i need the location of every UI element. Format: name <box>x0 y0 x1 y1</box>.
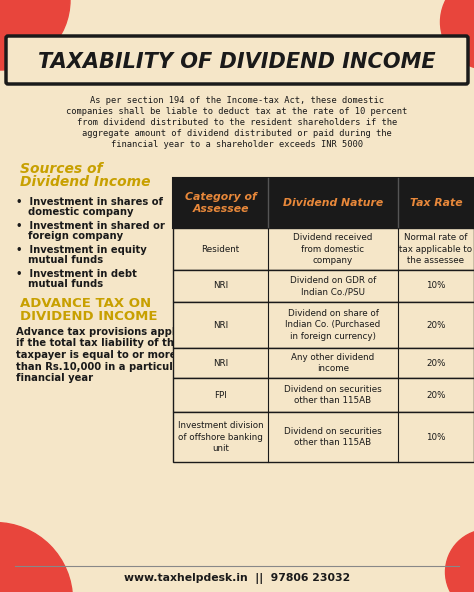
Text: •  Investment in shares of: • Investment in shares of <box>16 197 163 207</box>
Text: Resident: Resident <box>201 244 239 253</box>
Text: domestic company: domestic company <box>28 207 134 217</box>
Text: •  Investment in debt: • Investment in debt <box>16 269 137 279</box>
FancyBboxPatch shape <box>6 36 468 84</box>
Text: Dividend received
from domestic
company: Dividend received from domestic company <box>293 233 373 265</box>
Text: Sources of: Sources of <box>20 162 102 176</box>
Text: •  Investment in shared or: • Investment in shared or <box>16 221 165 231</box>
Text: Advance tax provisions apply: Advance tax provisions apply <box>16 327 182 337</box>
Text: TAXABILITY OF DIVIDEND INCOME: TAXABILITY OF DIVIDEND INCOME <box>38 52 436 72</box>
Text: NRI: NRI <box>213 320 228 330</box>
Text: taxpayer is equal to or more: taxpayer is equal to or more <box>16 350 176 360</box>
Text: than Rs.10,000 in a particular: than Rs.10,000 in a particular <box>16 362 184 372</box>
Text: Dividend on share of
Indian Co. (Purchased
in foreign currency): Dividend on share of Indian Co. (Purchas… <box>285 309 381 341</box>
Text: companies shall be liable to deduct tax at the rate of 10 percent: companies shall be liable to deduct tax … <box>66 107 408 116</box>
Text: Tax Rate: Tax Rate <box>410 198 462 208</box>
Text: www.taxhelpdesk.in  ||  97806 23032: www.taxhelpdesk.in || 97806 23032 <box>124 572 350 584</box>
FancyBboxPatch shape <box>173 228 474 270</box>
Text: ADVANCE TAX ON: ADVANCE TAX ON <box>20 297 151 310</box>
Text: aggregate amount of dividend distributed or paid during the: aggregate amount of dividend distributed… <box>82 129 392 138</box>
Text: from dividend distributed to the resident shareholders if the: from dividend distributed to the residen… <box>77 118 397 127</box>
Text: NRI: NRI <box>213 282 228 291</box>
Text: Dividend on GDR of
Indian Co./PSU: Dividend on GDR of Indian Co./PSU <box>290 276 376 296</box>
Text: Investment division
of offshore banking
unit: Investment division of offshore banking … <box>178 421 264 453</box>
FancyBboxPatch shape <box>173 412 474 462</box>
Text: 20%: 20% <box>426 359 446 368</box>
Text: Dividend Income: Dividend Income <box>20 175 151 189</box>
Text: FPI: FPI <box>214 391 227 400</box>
Text: foreign company: foreign company <box>28 231 123 241</box>
Text: 10%: 10% <box>426 433 446 442</box>
FancyBboxPatch shape <box>173 270 474 302</box>
FancyBboxPatch shape <box>173 378 474 412</box>
Text: Category of
Assessee: Category of Assessee <box>185 192 256 214</box>
Ellipse shape <box>0 0 70 70</box>
Text: As per section 194 of the Income-tax Act, these domestic: As per section 194 of the Income-tax Act… <box>90 96 384 105</box>
FancyBboxPatch shape <box>173 302 474 348</box>
Ellipse shape <box>446 529 474 592</box>
Text: mutual funds: mutual funds <box>28 255 103 265</box>
Text: Dividend on securities
other than 115AB: Dividend on securities other than 115AB <box>284 427 382 447</box>
Text: Normal rate of
tax applicable to
the assessee: Normal rate of tax applicable to the ass… <box>400 233 473 265</box>
Text: financial year to a shareholder exceeds INR 5000: financial year to a shareholder exceeds … <box>111 140 363 149</box>
Text: Dividend on securities
other than 115AB: Dividend on securities other than 115AB <box>284 385 382 406</box>
Text: •  Investment in equity: • Investment in equity <box>16 245 147 255</box>
Text: 10%: 10% <box>426 282 446 291</box>
Text: financial year: financial year <box>16 373 93 383</box>
Text: DIVIDEND INCOME: DIVIDEND INCOME <box>20 310 157 323</box>
Text: Dividend Nature: Dividend Nature <box>283 198 383 208</box>
Text: NRI: NRI <box>213 359 228 368</box>
FancyBboxPatch shape <box>173 348 474 378</box>
Ellipse shape <box>440 0 474 69</box>
Text: 20%: 20% <box>426 320 446 330</box>
Text: Any other dividend
income: Any other dividend income <box>292 353 374 373</box>
Text: 20%: 20% <box>426 391 446 400</box>
Text: if the total tax liability of the: if the total tax liability of the <box>16 339 181 349</box>
FancyBboxPatch shape <box>173 178 474 228</box>
Ellipse shape <box>0 523 73 592</box>
Text: mutual funds: mutual funds <box>28 279 103 289</box>
